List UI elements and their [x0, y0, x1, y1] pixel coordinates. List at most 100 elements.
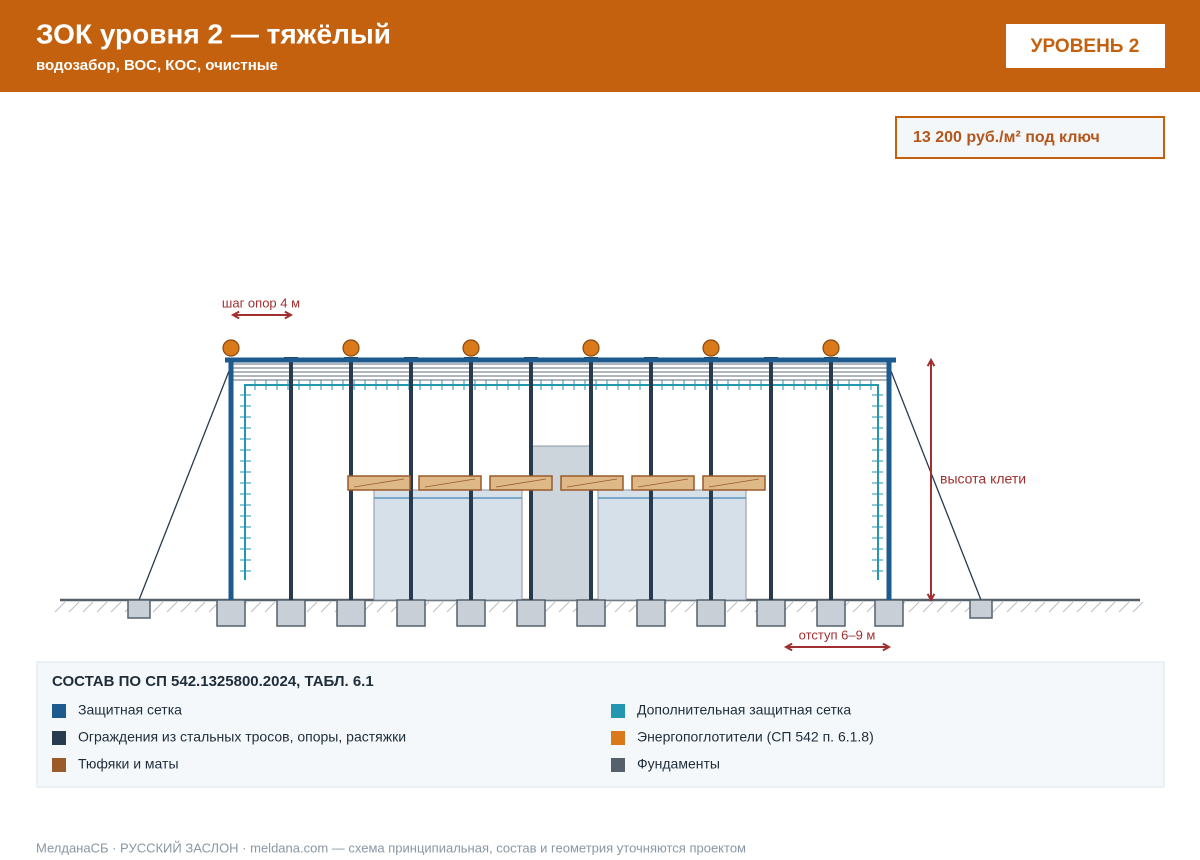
ground-hatch [740, 601, 752, 613]
legend-swatch [52, 731, 66, 745]
header-subtitle: водозабор, ВОС, КОС, очистные [36, 57, 278, 74]
energy-absorber [462, 339, 480, 357]
ground-hatch [502, 601, 514, 613]
ground-hatch [264, 601, 276, 613]
ground-hatch [670, 601, 682, 613]
legend-title: СОСТАВ ПО СП 542.1325800.2024, ТАБЛ. 6.1 [52, 673, 374, 690]
price-text: 13 200 руб./м² под ключ [913, 129, 1100, 146]
ground-hatch [82, 601, 94, 613]
legend-swatch [611, 731, 625, 745]
ground-hatch [950, 601, 962, 613]
foundation [276, 599, 306, 627]
ground-hatch [614, 601, 626, 613]
ground-hatch [726, 601, 738, 613]
energy-absorber [582, 339, 600, 357]
mat-line [637, 478, 689, 488]
ground-hatch [96, 601, 108, 613]
ground-hatch [110, 601, 122, 613]
header-title: ЗОК уровня 2 — тяжёлый [36, 18, 391, 49]
ground-hatch [1090, 601, 1102, 613]
legend-swatch [611, 758, 625, 772]
arrow-head [230, 310, 240, 320]
foundation [216, 599, 246, 627]
ground-hatch [992, 601, 1004, 613]
foundation [336, 599, 366, 627]
foundation [816, 599, 846, 627]
legend-label: Тюфяки и маты [78, 756, 179, 772]
level-badge [1006, 24, 1165, 68]
anchor [127, 599, 151, 619]
foundation [696, 599, 726, 627]
ground-hatch [544, 601, 556, 613]
foundation [636, 599, 666, 627]
height-label: высота клети [940, 471, 1026, 487]
energy-absorber [702, 339, 720, 357]
foundation [756, 599, 786, 627]
foundation [516, 599, 546, 627]
arrow-head [882, 642, 892, 652]
ground-hatch [1076, 601, 1088, 613]
price-box [895, 116, 1165, 159]
mat-line [708, 478, 760, 488]
ground-hatch [922, 601, 934, 613]
arrow-head [284, 310, 294, 320]
energy-absorber [822, 339, 840, 357]
ground-hatch [1034, 601, 1046, 613]
legend-label: Защитная сетка [78, 702, 182, 718]
building [373, 489, 523, 601]
foundation [396, 599, 426, 627]
mat-line [495, 478, 547, 488]
mat-line [424, 478, 476, 488]
ground-hatch [152, 601, 164, 613]
ground-hatch [796, 601, 808, 613]
legend-swatch [52, 758, 66, 772]
ground-hatch [908, 601, 920, 613]
foundation [456, 599, 486, 627]
legend-label: Фундаменты [637, 756, 720, 772]
guy-wire [888, 365, 982, 601]
mat-line [353, 478, 405, 488]
energy-absorber [342, 339, 360, 357]
arrow-head [926, 357, 936, 367]
ground-hatch [684, 601, 696, 613]
arrow-head [926, 593, 936, 603]
ground-hatch [1118, 601, 1130, 613]
ground-hatch [558, 601, 570, 613]
legend-label: Дополнительная защитная сетка [637, 702, 851, 718]
ground-hatch [376, 601, 388, 613]
legend-swatch [52, 704, 66, 718]
mat-line [566, 478, 618, 488]
ground-hatch [432, 601, 444, 613]
fence-drawing [54, 310, 1144, 652]
ground-hatch [250, 601, 262, 613]
guy-wire [138, 365, 232, 601]
legend-box [36, 661, 1165, 788]
header-bar [0, 0, 1200, 92]
ground-hatch [68, 601, 80, 613]
ground-hatch [1020, 601, 1032, 613]
ground-hatch [306, 601, 318, 613]
building [597, 489, 747, 601]
ground-hatch [320, 601, 332, 613]
ground-hatch [54, 601, 66, 613]
ground-hatch [194, 601, 206, 613]
energy-absorber [222, 339, 240, 357]
legend-swatch [611, 704, 625, 718]
ground-hatch [1132, 601, 1144, 613]
foundation [576, 599, 606, 627]
legend-label: Энергопоглотители (СП 542 п. 6.1.8) [637, 729, 874, 745]
arrow-head [783, 642, 793, 652]
level-badge-text: УРОВЕНЬ 2 [1031, 36, 1140, 57]
ground-hatch [488, 601, 500, 613]
ground-hatch [180, 601, 192, 613]
ground-hatch [852, 601, 864, 613]
footer: МелданаСБ · РУССКИЙ ЗАСЛОН · meldana.com… [36, 840, 746, 855]
step-label: шаг опор 4 м [222, 295, 300, 310]
ground-hatch [166, 601, 178, 613]
legend-items: Защитная сетка Дополнительная защитная се… [52, 702, 874, 772]
legend-label: Ограждения из стальных тросов, опоры, ра… [78, 729, 406, 745]
ground-hatch [936, 601, 948, 613]
ground-hatch [1006, 601, 1018, 613]
